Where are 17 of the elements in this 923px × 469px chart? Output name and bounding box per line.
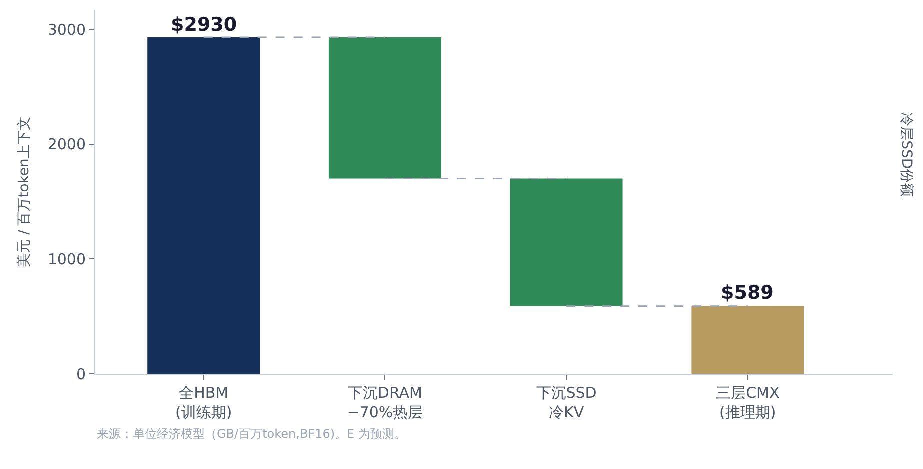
x-tick-label: 三层CMX (推理期) [716,384,780,422]
y2-axis-title: 冷层SSD份额 [898,112,915,198]
y-tick-label: 3000 [48,20,86,39]
source-note: 来源：单位经济模型（GB/百万token,BF16)。E 为预测。 [97,427,406,441]
x-tick-label: 全HBM (训练期) [175,384,232,422]
bar [692,306,804,374]
bar [328,38,442,179]
y-axis-title: 美元 / 百万token上下文 [16,116,32,268]
bar [510,178,623,306]
y-tick-label: 1000 [48,250,86,268]
data-label: $2930 [171,14,238,36]
x-tick-label: 下沉SSD 冷KV [536,384,597,422]
y-tick-label: 0 [76,365,86,384]
bar [148,38,260,374]
y-tick-label: 2000 [48,136,86,154]
x-tick-label: 下沉DRAM −70%热层 [347,384,424,422]
data-label: $589 [721,282,774,304]
